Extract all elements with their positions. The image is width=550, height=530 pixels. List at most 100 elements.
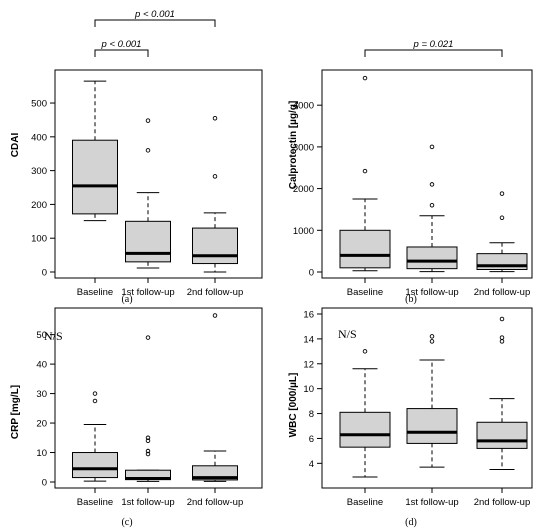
- plot-frame: [321, 307, 533, 489]
- plot-frame: [54, 307, 263, 489]
- outlier-point: [429, 334, 435, 339]
- outlier-point: [145, 148, 151, 153]
- panel-d-plot: 4 6 8 10 12 14 16 Baseline 1st follow-up 2nd foll…: [303, 307, 533, 508]
- panel-d: WBC [000/µL] N/S 4 6 8 10 12 14 16 Baseline 1st …: [288, 307, 533, 528]
- box-group: [406, 144, 458, 273]
- y-tick-label: 3000: [293, 142, 314, 153]
- outlier-point: [92, 398, 98, 404]
- x-tick-label: 2nd follow-up: [187, 497, 244, 508]
- y-tick-label: 0: [42, 268, 47, 279]
- outlier-point: [362, 168, 368, 174]
- x-tick-label: Baseline: [77, 497, 113, 508]
- significance-label: p = 0.021: [413, 39, 454, 50]
- outlier-point: [362, 75, 368, 81]
- panel-c-plot: 0 10 20 30 40 50 Baseline 1st follow-up 2nd foll…: [36, 307, 263, 508]
- y-tick-label: 8: [309, 409, 314, 420]
- outlier-point: [429, 203, 435, 208]
- panel-d-caption: (d): [405, 517, 417, 528]
- y-tick-label: 10: [303, 384, 314, 395]
- x-tick-label: 2nd follow-up: [187, 287, 244, 298]
- y-tick-label: 1000: [293, 226, 314, 237]
- y-tick-label: 4: [309, 459, 314, 470]
- outlier-point: [429, 144, 435, 150]
- box: [339, 411, 391, 448]
- box: [72, 452, 118, 479]
- panel-c-ylabel: CRP [mg/L]: [10, 385, 21, 439]
- box-group: [339, 349, 391, 478]
- panel-d-note: N/S: [338, 327, 357, 341]
- box-group: [339, 75, 391, 272]
- outlier-point: [499, 316, 505, 322]
- significance-label: p < 0.001: [101, 39, 142, 50]
- outlier-point: [212, 174, 218, 179]
- y-tick-label: 50: [36, 330, 47, 341]
- outlier-point: [212, 313, 218, 318]
- box: [72, 139, 118, 215]
- y-tick-label: 4000: [293, 101, 314, 112]
- outlier-point: [145, 118, 151, 123]
- y-tick-label: 20: [36, 419, 47, 430]
- panel-a: CDAI 0 100 200 300 400 500 Baseline 1st follow-…: [10, 9, 263, 305]
- significance-bracket: [364, 49, 503, 57]
- plot-frame: [54, 69, 263, 279]
- outlier-point: [145, 438, 151, 443]
- y-tick-label: 40: [36, 360, 47, 371]
- y-tick-label: 12: [303, 359, 314, 370]
- box-group: [406, 334, 458, 468]
- y-tick-label: 200: [31, 200, 47, 211]
- x-tick-label: Baseline: [77, 287, 113, 298]
- y-tick-label: 16: [303, 310, 314, 321]
- x-tick-label: 1st follow-up: [121, 497, 174, 508]
- y-tick-label: 100: [31, 234, 47, 245]
- box: [476, 421, 528, 449]
- box-group: [192, 115, 238, 273]
- box-group: [476, 191, 528, 273]
- x-tick-label: 2nd follow-up: [474, 497, 531, 508]
- y-tick-label: 2000: [293, 184, 314, 195]
- panel-b-caption: (b): [405, 294, 417, 305]
- y-tick-label: 400: [31, 132, 47, 143]
- outlier-point: [145, 451, 151, 457]
- plot-frame: [321, 69, 533, 279]
- significance-bracket: [94, 19, 216, 27]
- outlier-point: [145, 335, 151, 340]
- box: [125, 220, 171, 263]
- outlier-point: [499, 335, 505, 340]
- outlier-point: [145, 435, 151, 441]
- box: [406, 246, 458, 270]
- outlier-point: [499, 191, 505, 196]
- y-tick-label: 10: [36, 448, 47, 459]
- x-tick-label: 1st follow-up: [405, 287, 458, 298]
- outlier-point: [92, 391, 98, 396]
- y-tick-label: 30: [36, 389, 47, 400]
- panel-b-ylabel: Calprotectin [µg/g]: [288, 101, 299, 190]
- box-group: [72, 391, 118, 482]
- panel-c: CRP [mg/L] N/S 0 10 20 30 40 50 Baseline 1st fo…: [10, 307, 263, 528]
- outlier-point: [499, 339, 505, 344]
- outlier-point: [429, 339, 435, 344]
- panel-a-plot: 0 100 200 300 400 500 Baseline 1st follow-up 2nd…: [31, 9, 263, 298]
- panel-a-ylabel: CDAI: [10, 133, 21, 158]
- outlier-point: [145, 448, 151, 454]
- box-group: [476, 316, 528, 471]
- panel-b-plot: 0 1000 2000 3000 4000 Baseline 1st follow-up 2n…: [293, 39, 533, 298]
- outlier-point: [212, 115, 218, 121]
- x-tick-label: 2nd follow-up: [474, 287, 531, 298]
- box-group: [192, 313, 238, 482]
- panel-c-caption: (c): [121, 517, 132, 528]
- y-tick-label: 14: [303, 334, 314, 345]
- box-group: [72, 80, 118, 222]
- y-tick-label: 0: [42, 478, 47, 489]
- y-tick-label: 300: [31, 166, 47, 177]
- box: [339, 229, 391, 269]
- significance-bracket: [94, 49, 149, 57]
- outlier-point: [429, 182, 435, 187]
- y-tick-label: 0: [309, 268, 314, 279]
- y-tick-label: 6: [309, 434, 314, 445]
- panel-d-ylabel: WBC [000/µL]: [288, 373, 299, 438]
- x-tick-label: 1st follow-up: [405, 497, 458, 508]
- outlier-point: [499, 215, 505, 221]
- box-group: [125, 118, 171, 269]
- significance-label: p < 0.001: [134, 9, 175, 20]
